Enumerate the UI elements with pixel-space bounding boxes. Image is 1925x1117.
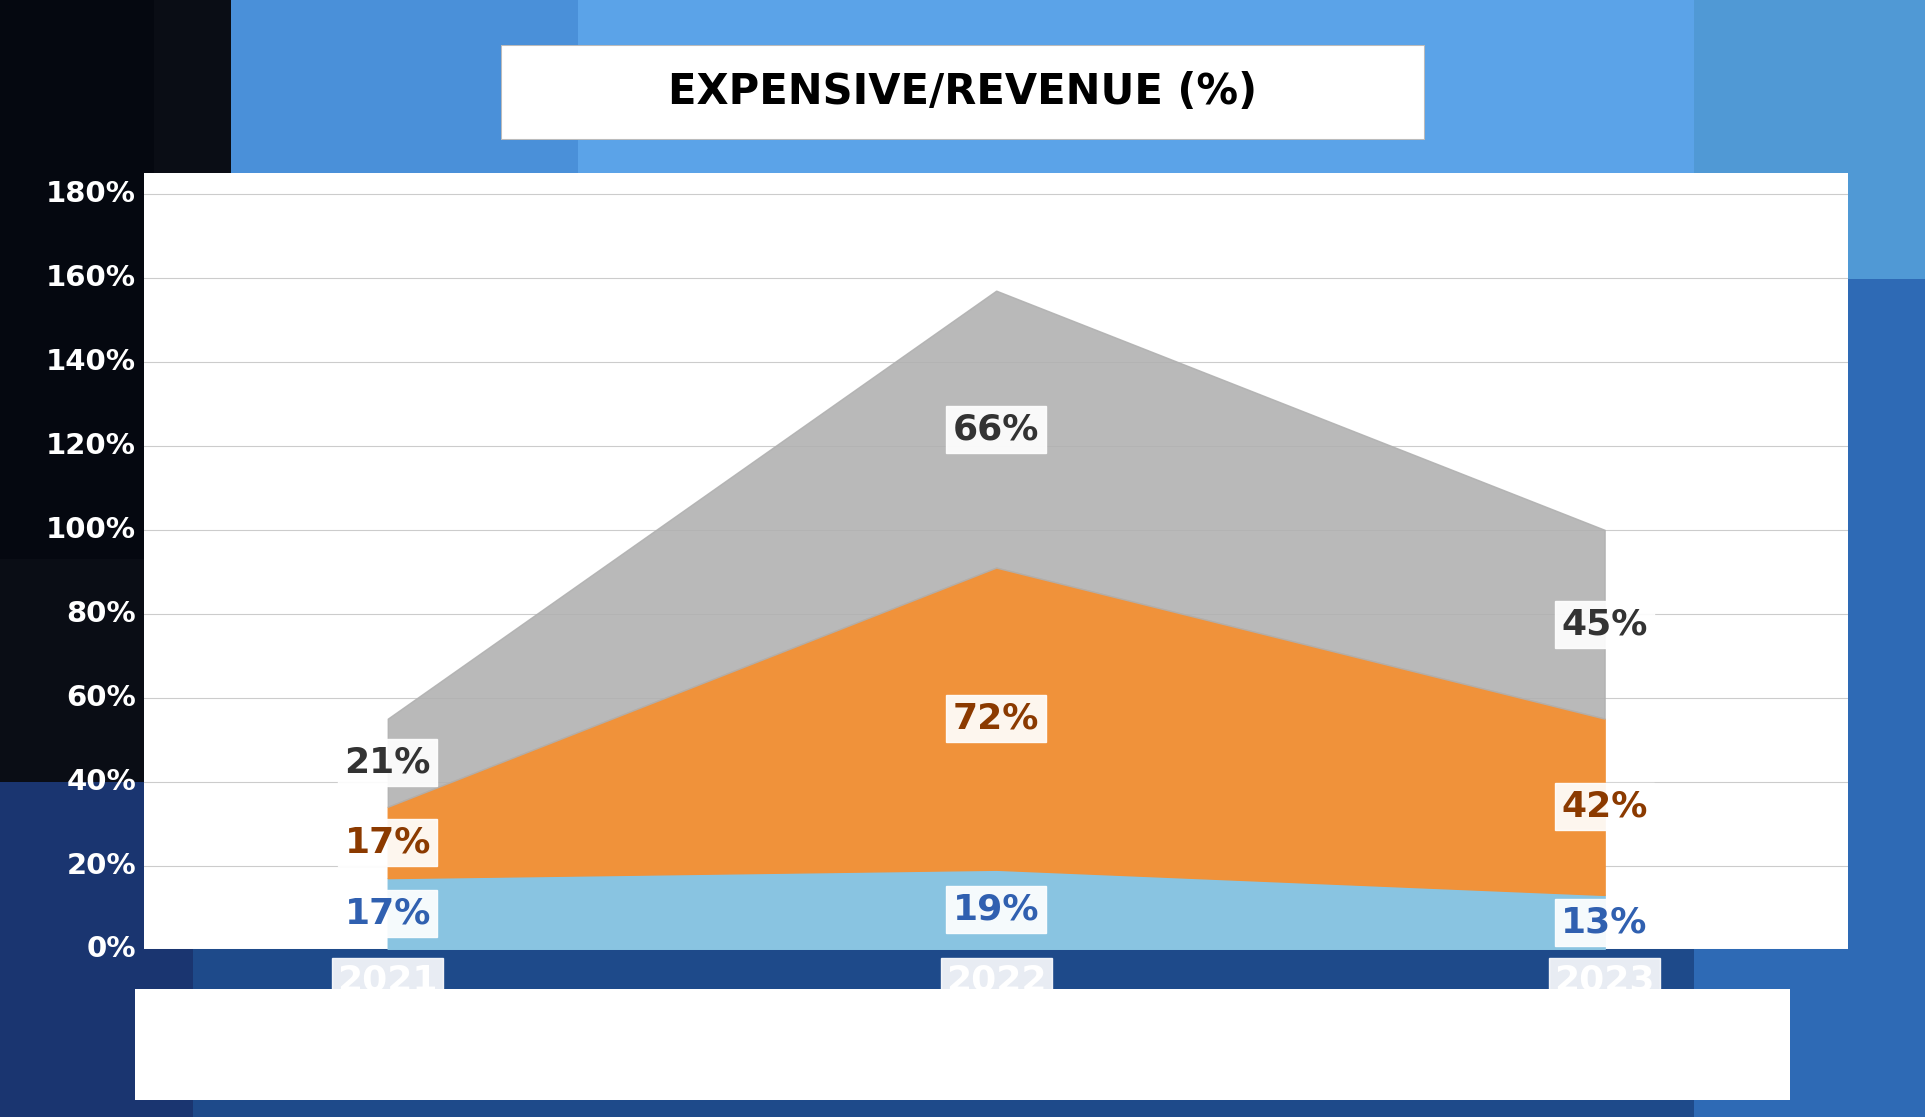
Text: 45%: 45% — [1561, 608, 1648, 641]
Bar — [0, 503, 1925, 1117]
Text: 13%: 13% — [1561, 905, 1648, 939]
Bar — [578, 0, 1925, 447]
Text: EXPENSIVE/REVENUE (%): EXPENSIVE/REVENUE (%) — [668, 71, 1257, 113]
Text: 20%: 20% — [67, 851, 137, 879]
Text: 21%: 21% — [345, 746, 431, 780]
Text: 2023: 2023 — [1553, 963, 1656, 997]
Bar — [0, 0, 154, 558]
Text: 120%: 120% — [46, 432, 137, 460]
Text: 2021: 2021 — [337, 963, 439, 997]
Text: 72%: 72% — [953, 701, 1040, 736]
Bar — [1694, 279, 1925, 1117]
Text: 40%: 40% — [65, 767, 137, 795]
Bar — [0, 0, 1925, 503]
Text: 19%: 19% — [953, 892, 1040, 927]
Text: 17%: 17% — [345, 897, 431, 930]
Text: 160%: 160% — [46, 264, 137, 292]
Text: 80%: 80% — [67, 600, 137, 628]
Text: 180%: 180% — [46, 180, 137, 208]
Bar — [0, 0, 231, 782]
Text: 60%: 60% — [65, 684, 137, 712]
Text: 42%: 42% — [1561, 790, 1648, 823]
Text: 140%: 140% — [46, 349, 137, 376]
Text: 100%: 100% — [46, 516, 137, 544]
Text: 17%: 17% — [345, 825, 431, 859]
Bar — [192, 614, 1925, 1117]
Text: 66%: 66% — [953, 412, 1040, 446]
Bar — [1694, 0, 1925, 279]
Text: 0%: 0% — [87, 935, 137, 964]
Legend: Transaction (%), Technology and development (%), SG&A (%): Transaction (%), Technology and developm… — [252, 1012, 1673, 1077]
Text: 2022: 2022 — [945, 963, 1047, 997]
